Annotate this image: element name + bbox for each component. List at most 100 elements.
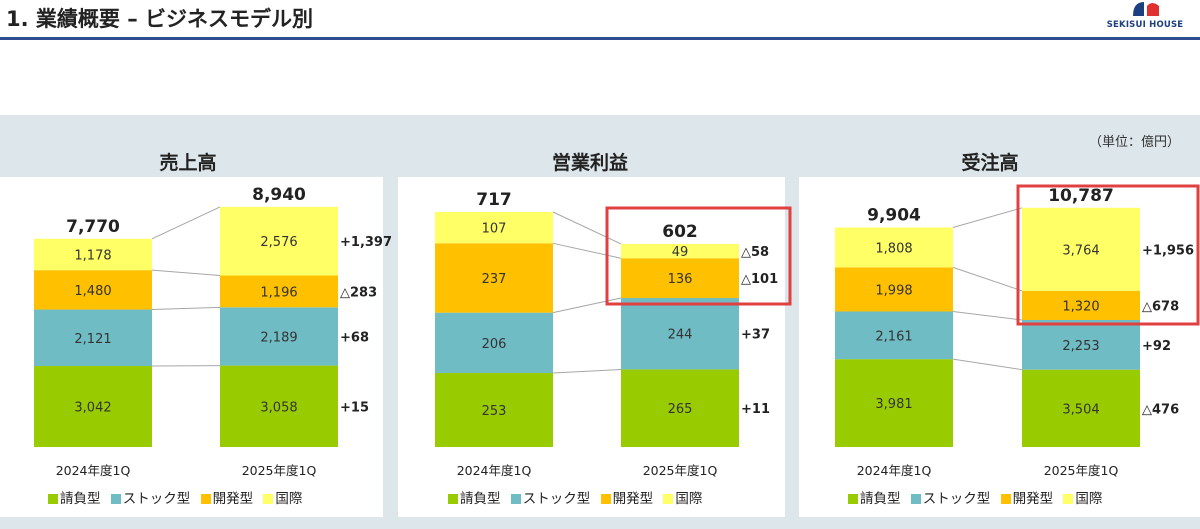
legend-label: 国際 xyxy=(675,491,703,507)
legend-sales: 請負型 ストック型 開発型 国際 xyxy=(48,487,308,507)
legend-item: 開発型 xyxy=(200,487,254,507)
bar-segment-development xyxy=(220,275,338,308)
connector-line xyxy=(552,368,622,374)
change-label: +11 xyxy=(741,402,770,417)
total-label: 8,940 xyxy=(252,185,306,205)
legend-label: ストック型 xyxy=(122,491,191,507)
chart-title-sales: 売上高 xyxy=(159,152,217,174)
chart-title-orders: 受注高 xyxy=(961,152,1019,174)
connector-line xyxy=(151,269,221,276)
data-label: 3,981 xyxy=(875,397,912,412)
bar-segment-stock xyxy=(220,307,338,366)
category-label: 2025年度1Q xyxy=(643,463,718,478)
change-label: △678 xyxy=(1142,299,1179,314)
bar-segment-international xyxy=(435,212,553,244)
connector-line xyxy=(552,242,622,259)
connector-line xyxy=(952,358,1023,371)
change-label: +37 xyxy=(741,328,770,343)
bar-segment-contract xyxy=(34,366,152,447)
bar-segment-stock xyxy=(835,311,953,360)
sekisui-logo-icon xyxy=(1133,2,1159,16)
legend-label: 国際 xyxy=(275,491,303,507)
total-label: 602 xyxy=(662,222,698,242)
company-logo: SEKISUI HOUSE xyxy=(1105,0,1185,36)
legend-item: 請負型 xyxy=(48,487,101,507)
data-label: 1,808 xyxy=(875,241,912,256)
connector-line xyxy=(552,211,622,245)
data-label: 3,042 xyxy=(74,401,111,416)
data-label: 2,576 xyxy=(260,235,297,250)
legend-swatch xyxy=(910,494,921,504)
legend-label: 請負型 xyxy=(60,491,101,507)
legend-item: ストック型 xyxy=(910,487,990,507)
page-header: 1. 業績概要 – ビジネスモデル別 SEKISUI HOUSE xyxy=(0,0,1200,42)
bar-segment-stock xyxy=(435,312,553,373)
page-title: 1. 業績概要 – ビジネスモデル別 xyxy=(6,7,314,31)
data-label: 253 xyxy=(482,404,507,419)
legend-item: 国際 xyxy=(663,487,702,507)
connector-line xyxy=(952,207,1023,228)
legend-label: 請負型 xyxy=(860,491,901,507)
highlight-box xyxy=(1016,184,1200,326)
legend-item: ストック型 xyxy=(510,487,590,507)
category-label: 2024年度1Q xyxy=(457,463,532,478)
bar-segment-development xyxy=(435,243,553,313)
bar-segment-international xyxy=(835,227,953,268)
bar-segment-international xyxy=(621,243,739,259)
legend-orders: 請負型 ストック型 開発型 国際 xyxy=(848,487,1108,507)
legend-swatch xyxy=(663,494,674,504)
total-label: 717 xyxy=(476,190,512,210)
legend-swatch xyxy=(448,494,458,504)
change-label: +1,956 xyxy=(1142,243,1194,258)
legend-item: 請負型 xyxy=(848,487,901,507)
data-label: 206 xyxy=(482,337,507,352)
data-label: 1,998 xyxy=(875,283,912,298)
bar-segment-contract xyxy=(435,372,553,447)
title-divider xyxy=(0,37,1200,40)
legend-swatch xyxy=(1063,494,1074,504)
data-label: 136 xyxy=(668,272,693,287)
logo-text: SEKISUI HOUSE xyxy=(1106,20,1184,30)
change-label: △58 xyxy=(741,245,769,260)
legend-label: 開発型 xyxy=(612,491,654,507)
change-label: +92 xyxy=(1142,339,1171,354)
data-label: 107 xyxy=(482,222,507,237)
highlight-box xyxy=(605,206,792,306)
legend-label: 国際 xyxy=(1075,491,1103,507)
bar-segment-international xyxy=(1022,207,1140,291)
category-label: 2025年度1Q xyxy=(242,463,317,478)
bar-segment-international xyxy=(220,206,338,276)
bar-segment-stock xyxy=(621,298,739,370)
bar-segment-contract xyxy=(1022,369,1140,447)
connector-line xyxy=(552,297,622,314)
legend-swatch xyxy=(200,494,211,504)
legend-label: 開発型 xyxy=(212,491,254,507)
data-label: 3,764 xyxy=(1062,243,1099,258)
change-label: △283 xyxy=(340,285,377,300)
change-label: △476 xyxy=(1142,402,1179,417)
unit-label: （単位：億円） xyxy=(1088,135,1180,150)
data-label: 3,504 xyxy=(1062,402,1099,417)
category-label: 2024年度1Q xyxy=(857,463,932,478)
legend-item: 国際 xyxy=(263,487,302,507)
data-label: 2,121 xyxy=(74,332,111,347)
legend-operating-income: 請負型 ストック型 開発型 国際 xyxy=(448,487,708,507)
bar-segment-international xyxy=(34,238,152,271)
legend-item: 国際 xyxy=(1063,487,1102,507)
legend-item: ストック型 xyxy=(110,487,191,507)
change-label: +15 xyxy=(340,400,369,415)
legend-swatch xyxy=(600,494,611,504)
total-label: 7,770 xyxy=(66,217,120,237)
legend-item: 開発型 xyxy=(1000,487,1054,507)
data-label: 2,253 xyxy=(1062,339,1099,354)
connector-line xyxy=(151,206,221,240)
data-label: 265 xyxy=(668,402,693,417)
chart-title-operating-income: 営業利益 xyxy=(551,152,628,174)
legend-swatch xyxy=(1000,494,1011,504)
legend-swatch xyxy=(848,494,858,504)
legend-label: 開発型 xyxy=(1012,491,1054,507)
bar-segment-contract xyxy=(835,359,953,447)
